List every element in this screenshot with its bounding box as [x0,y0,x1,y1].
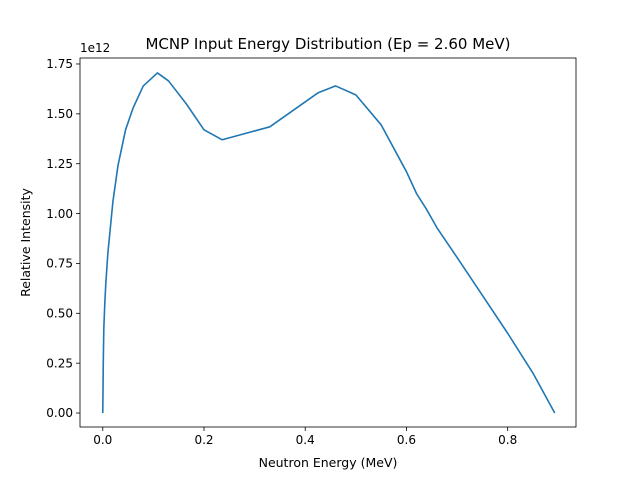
x-axis-ticks: 0.0 0.2 0.4 0.6 0.8 [93,427,517,447]
y-tick-label: 1.75 [46,57,73,71]
y-tick-label: 1.00 [46,207,73,221]
axes-frame [79,57,577,428]
chart-title: MCNP Input Energy Distribution (Ep = 2.6… [145,35,510,53]
axes-spines [79,57,577,428]
y-axis-label: Relative Intensity [18,188,33,297]
series-line-1 [101,72,556,414]
x-tick-label: 0.8 [498,433,517,447]
x-tick-label: 0.0 [93,433,112,447]
plot-area [80,58,576,427]
x-tick-label: 0.6 [397,433,416,447]
y-tick-label: 0.50 [46,307,73,321]
y-axis-multiplier: 1e12 [80,41,110,55]
x-tick-label: 0.4 [296,433,315,447]
y-tick-label: 0.75 [46,257,73,271]
y-tick-label: 0.00 [46,406,73,420]
y-axis-ticks: 0.00 0.25 0.50 0.75 1.00 1.25 1.50 1.75 [46,57,80,420]
y-tick-label: 1.50 [46,107,73,121]
series-layer [101,72,556,414]
y-tick-label: 1.25 [46,157,73,171]
y-tick-label: 0.25 [46,356,73,370]
x-tick-label: 0.2 [194,433,213,447]
x-axis-label: Neutron Energy (MeV) [259,455,398,470]
